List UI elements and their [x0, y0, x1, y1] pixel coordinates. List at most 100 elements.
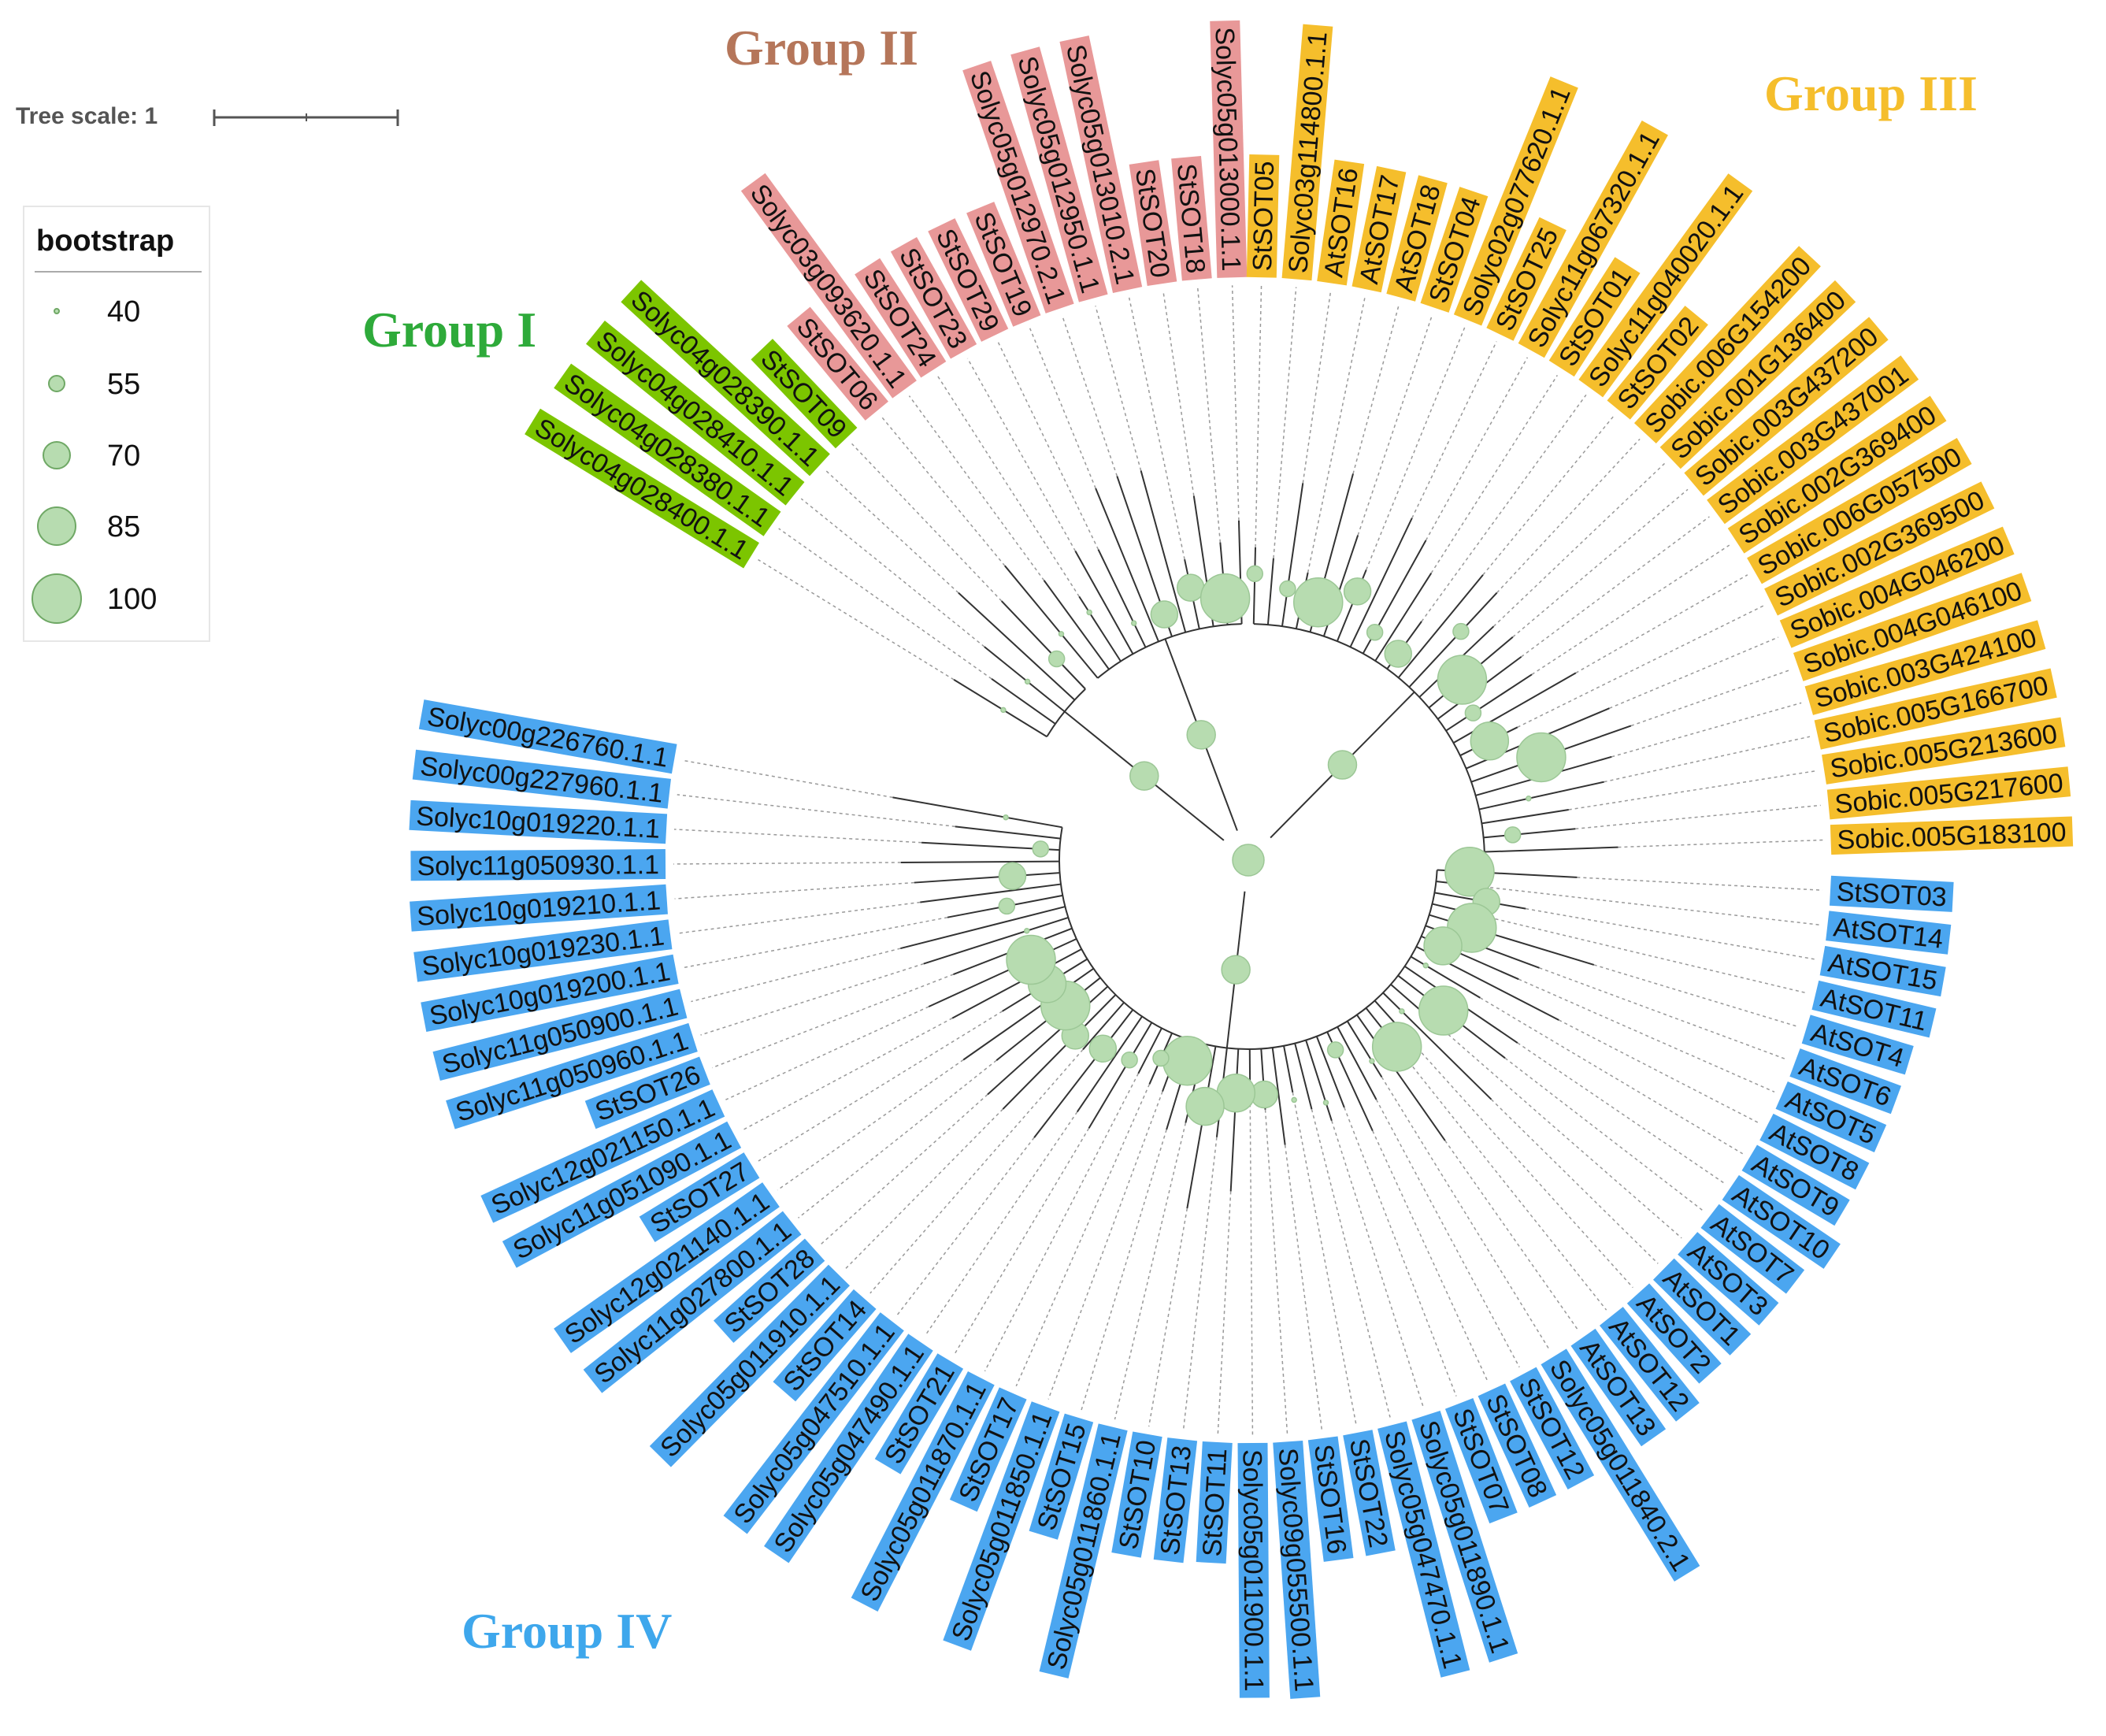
bootstrap-node	[1024, 928, 1030, 934]
leaf-branch	[1088, 1022, 1153, 1129]
leaf-label-box	[1510, 1367, 1595, 1489]
leaf-label-box	[1607, 306, 1708, 420]
leaf-guide	[1504, 1057, 1704, 1212]
group-title-IV: Group IV	[462, 1603, 672, 1659]
leaf-label-box	[1273, 1441, 1321, 1699]
leaf-label-text: Solyc11g050930.1.1	[417, 850, 659, 881]
legend-value: 70	[107, 440, 140, 473]
leaf-guide	[1521, 516, 1710, 658]
leaf-guide	[1302, 291, 1332, 484]
leaf-guide	[1411, 341, 1497, 519]
leaf-label-box	[1814, 668, 2057, 750]
leaf-label-box	[764, 1334, 933, 1564]
leaf-label-box	[1444, 1398, 1518, 1524]
leaf-label-text: StSOT13	[1155, 1444, 1198, 1556]
leaf-label-box	[1171, 155, 1212, 281]
leaf-label-box	[962, 61, 1074, 313]
leaf-label-box	[943, 1401, 1060, 1651]
bootstrap-node	[1422, 963, 1429, 969]
leaf-branch	[958, 592, 1076, 701]
group-title-II: Group II	[725, 20, 918, 76]
leaf-guide	[1489, 917, 1808, 994]
bootstrap-node	[1152, 1049, 1170, 1067]
leaf-guide	[1366, 327, 1466, 570]
leaf-guide	[1273, 287, 1297, 558]
leaf-guide	[1015, 1084, 1151, 1387]
leaf-guide	[1396, 1046, 1607, 1311]
leaf-guide	[1611, 702, 1802, 758]
leaf-branch	[1266, 558, 1274, 625]
leaf-branch	[1033, 1009, 1134, 1138]
legend-swatch	[48, 375, 65, 392]
leaf-guide	[1482, 415, 1615, 576]
leaf-label-box	[1317, 159, 1365, 286]
leaf-guide	[1148, 1207, 1188, 1427]
bootstrap-node	[1121, 1051, 1138, 1069]
leaf-branch	[920, 883, 1062, 903]
leaf-label-text: Solyc10g019220.1.1	[415, 801, 661, 844]
leaf-guide	[1517, 605, 1764, 728]
bootstrap-node	[1186, 720, 1216, 750]
leaf-branch	[1229, 1048, 1240, 1192]
leaf-branch	[1283, 1045, 1294, 1093]
bootstrap-node	[1292, 577, 1344, 628]
leaf-label-box	[1826, 766, 2071, 820]
leaf-guide	[1128, 297, 1185, 560]
leaf-guide	[777, 1059, 964, 1191]
leaf-branch	[984, 646, 1066, 713]
leaf-guide	[881, 417, 1006, 566]
legend-title: bootstrap	[36, 224, 174, 258]
leaf-guide	[683, 916, 948, 969]
leaf-branch	[1000, 600, 1086, 690]
leaf-guide	[1182, 1137, 1218, 1432]
bootstrap-node	[1246, 565, 1264, 583]
leaf-branch	[1004, 565, 1099, 679]
leaf-branch	[1076, 1015, 1143, 1113]
leaf-branch	[1478, 781, 1604, 811]
legend-frame	[23, 206, 210, 642]
leaf-label-box	[1541, 1348, 1700, 1582]
bootstrap-node	[1369, 1058, 1375, 1064]
leaf-label-box	[1727, 395, 1947, 554]
leaf-branch	[953, 679, 1047, 738]
leaf-label-box	[1111, 1431, 1162, 1558]
leaf-label-box	[410, 884, 668, 932]
leaf-guide	[1512, 488, 1689, 638]
leaf-label-box	[1578, 173, 1753, 398]
bootstrap-legend: bootstrap 40 55 70 85 100	[23, 206, 210, 642]
leaf-label-box	[1386, 175, 1448, 302]
bootstrap-node	[1024, 678, 1031, 685]
leaf-guide	[673, 862, 901, 865]
leaf-branch	[1481, 809, 1569, 825]
bootstrap-node	[1437, 655, 1488, 705]
leaf-branch	[1408, 592, 1498, 688]
leaf-label-box	[1684, 317, 1889, 496]
legend-swatch	[32, 573, 82, 624]
leaf-branch	[1186, 1046, 1217, 1209]
leaf-label-box	[928, 218, 1009, 342]
bootstrap-node	[1129, 761, 1159, 791]
bootstrap-node	[1326, 1041, 1344, 1059]
leaf-guide	[1372, 1130, 1489, 1383]
leaf-guide	[1575, 574, 1748, 674]
leaf-guide	[1307, 297, 1366, 573]
leaf-label-box	[890, 236, 977, 359]
leaf-label-box	[1129, 160, 1177, 286]
leaf-label-box	[1779, 526, 2015, 648]
leaf-guide	[691, 948, 901, 1003]
leaf-guide	[1517, 1042, 1725, 1184]
leaf-guide	[1412, 1043, 1633, 1289]
bootstrap-node	[1526, 795, 1532, 802]
bootstrap-node	[1086, 609, 1092, 616]
leaf-label-box	[1826, 911, 1952, 955]
leaf-guide	[937, 376, 1080, 597]
bootstrap-node	[1006, 934, 1056, 985]
leaf-label-box	[874, 1353, 964, 1474]
bootstrap-node	[1000, 707, 1007, 714]
leaf-branch	[1410, 955, 1481, 999]
leaf-label-solyc11g050930-1-1: Solyc11g050930.1.1	[410, 849, 666, 881]
leaf-guide	[1344, 1107, 1457, 1397]
leaf-label-box	[1764, 481, 1995, 616]
leaf-label-box	[1518, 121, 1668, 358]
clade-arc	[1253, 623, 1485, 852]
